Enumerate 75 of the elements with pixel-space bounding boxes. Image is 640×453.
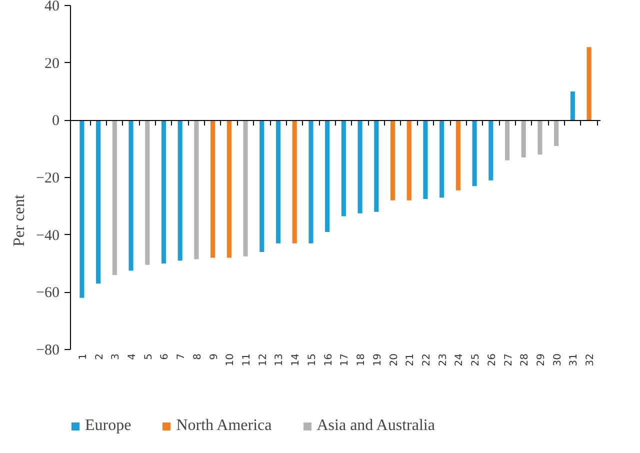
- x-tick-label: 2: [94, 353, 106, 360]
- bar: [456, 120, 460, 190]
- y-tick-label: 0: [52, 113, 60, 130]
- legend-label: North America: [176, 417, 272, 435]
- x-tick-label: 15: [306, 353, 318, 366]
- x-tick-label: 21: [405, 353, 416, 366]
- bar: [210, 120, 216, 258]
- legend-label: Europe: [85, 417, 132, 435]
- x-tick-label: 14: [290, 353, 302, 366]
- x-tick-label: 19: [372, 353, 384, 366]
- x-tick-label: 24: [454, 353, 466, 366]
- bar: [472, 120, 477, 186]
- bar: [586, 47, 592, 120]
- x-tick-label: 23: [438, 353, 449, 366]
- bar: [521, 120, 526, 158]
- bar: [554, 120, 559, 146]
- y-tick-label: 40: [44, 0, 60, 14]
- y-tick-label: −40: [36, 228, 60, 244]
- bar: [260, 120, 264, 252]
- bar: [358, 120, 362, 214]
- x-tick-label: 8: [192, 353, 204, 360]
- x-tick-label: 32: [585, 353, 596, 366]
- bar: [308, 120, 314, 244]
- bar: [178, 120, 182, 261]
- bar: [226, 120, 232, 258]
- x-tick-label: 28: [520, 353, 531, 366]
- x-tick-label: 3: [110, 353, 122, 360]
- x-tick-label: 12: [258, 353, 269, 366]
- x-tick-label: 17: [340, 353, 351, 366]
- bar: [504, 120, 510, 160]
- bar: [276, 120, 281, 244]
- bar: [538, 120, 542, 155]
- bar: [341, 120, 346, 216]
- x-tick-label: 29: [536, 353, 547, 366]
- bar: [145, 120, 150, 265]
- x-tick-label: 10: [225, 353, 236, 366]
- x-tick-label: 6: [160, 353, 171, 360]
- x-tick-label: 11: [242, 353, 253, 366]
- bar: [390, 120, 396, 200]
- x-tick-label: 4: [127, 353, 138, 360]
- x-tick-label: 1: [78, 353, 89, 360]
- x-tick-label: 27: [503, 353, 514, 366]
- legend-label: Asia and Australia: [316, 417, 435, 435]
- bar: [423, 120, 428, 199]
- x-tick-label: 9: [208, 353, 220, 360]
- bar: [292, 120, 297, 244]
- bar: [96, 120, 101, 284]
- x-tick-label: 22: [421, 353, 432, 366]
- x-tick-label: 26: [486, 353, 498, 366]
- x-tick-label: 13: [274, 353, 286, 366]
- bar: [161, 120, 166, 264]
- y-tick-label: −60: [36, 285, 60, 302]
- bar: [488, 120, 494, 180]
- bar: [570, 92, 575, 120]
- bar: [194, 120, 199, 260]
- bar: [325, 120, 330, 232]
- x-tick-label: 31: [568, 353, 580, 366]
- bar: [243, 120, 248, 256]
- x-tick-label: 7: [176, 353, 188, 360]
- bar: [128, 120, 134, 271]
- y-tick-label: 20: [44, 56, 60, 72]
- y-tick-label: −80: [36, 342, 60, 358]
- x-tick-label: 16: [323, 353, 334, 366]
- y-axis-title: Per cent: [11, 194, 28, 246]
- x-tick-label: 25: [470, 353, 482, 366]
- y-tick-label: −20: [36, 170, 60, 186]
- bar: [374, 120, 379, 212]
- bar: [406, 120, 412, 200]
- x-tick-label: 5: [143, 353, 154, 360]
- x-tick-label: 18: [356, 353, 368, 366]
- bar: [80, 120, 84, 298]
- bar: [112, 120, 117, 275]
- x-tick-label: 20: [388, 353, 400, 366]
- bar: [440, 120, 444, 198]
- x-tick-label: 30: [552, 353, 564, 366]
